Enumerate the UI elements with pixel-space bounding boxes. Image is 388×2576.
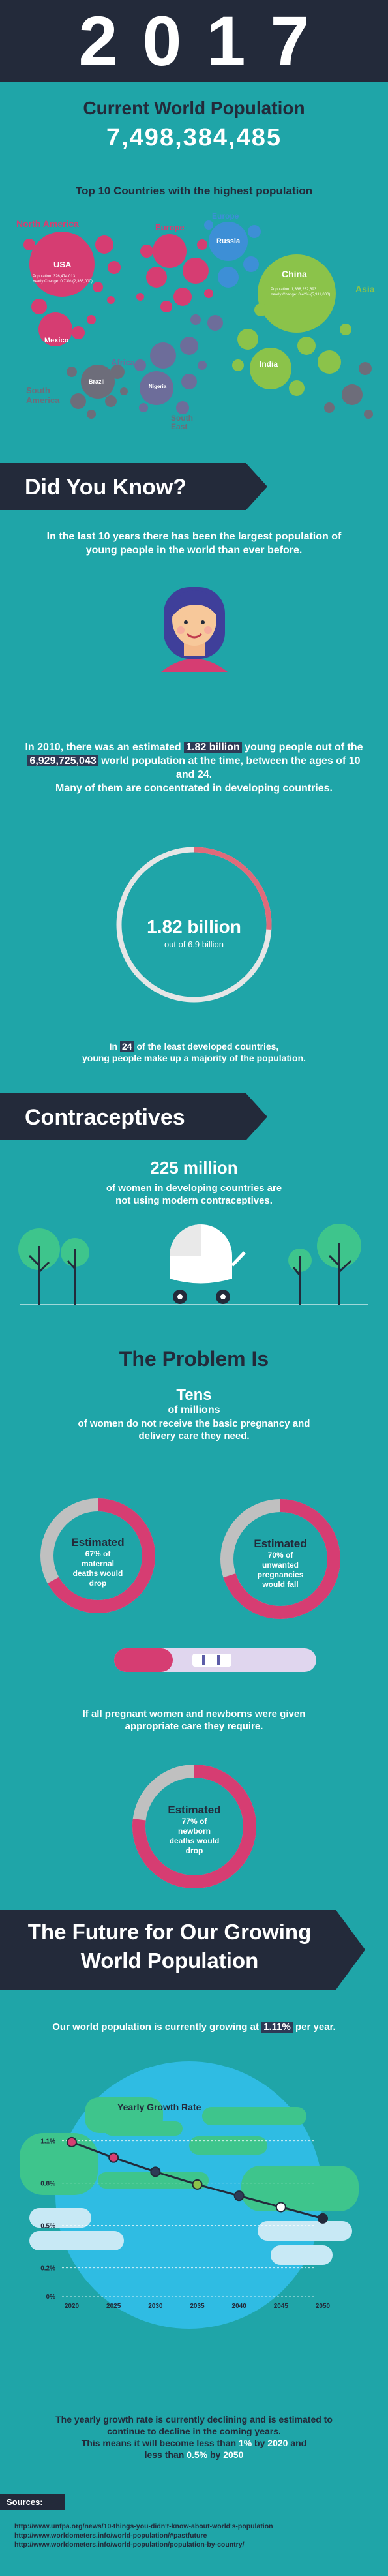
young-people-ring	[116, 847, 272, 1003]
data-point	[108, 2152, 119, 2163]
park-scene	[18, 1224, 368, 1305]
region-label-oceania-1: South	[171, 414, 193, 423]
south-america-cluster	[67, 365, 128, 419]
y-tick-label: 0.8%	[40, 2181, 55, 2188]
region-label-russia: Europe	[212, 211, 239, 220]
tree-icon	[18, 1228, 60, 1305]
y-tick-label: 0%	[46, 2294, 56, 2301]
north-america-cluster	[23, 232, 121, 346]
x-tick-label: 2035	[190, 2303, 205, 2310]
country-label-usa: USA	[53, 260, 72, 269]
region-label-south-america-1: South	[26, 386, 50, 395]
x-tick-label: 2025	[106, 2303, 121, 2310]
problem-big: Tens	[176, 1386, 212, 1404]
did-you-know-text2: In 2010, there was an estimated 1.82 bil…	[25, 742, 363, 794]
ring3-label: Estimated 77% of newborn deaths would dr…	[168, 1804, 221, 1855]
country-label-india: India	[260, 359, 278, 369]
source-link[interactable]: http://www.worldometers.info/world-popul…	[14, 2541, 245, 2549]
region-label-north-america: North America	[16, 219, 79, 229]
svg-text:Yearly Change: 0.73% (2,365,00: Yearly Change: 0.73% (2,365,000)	[33, 280, 93, 284]
asia-cluster	[232, 254, 351, 396]
growth-rate-chart: Yearly Growth Rate 1.1% 0.8% 0.5% 0.2% 0% 2020…	[20, 2061, 359, 2329]
sources-heading: Sources:	[0, 2494, 65, 2510]
y-tick-label: 1.1%	[40, 2138, 55, 2145]
y-tick-label: 0.5%	[40, 2223, 55, 2230]
data-point	[318, 2213, 328, 2224]
x-tick-label: 2040	[232, 2303, 247, 2310]
year-title: 2017	[78, 1, 335, 80]
contraceptives-value: 225 million	[150, 1158, 238, 1177]
problem-line1: of millions	[168, 1404, 220, 1416]
ring-value: 1.82 billion	[147, 917, 241, 937]
x-tick-label: 2050	[316, 2303, 331, 2310]
country-label-brazil: Brazil	[89, 378, 105, 385]
y-tick-label: 0.2%	[40, 2265, 55, 2273]
population-value: 7,498,384,485	[106, 124, 282, 151]
ring-subtext: out of 6.9 billion	[164, 939, 224, 949]
region-label-south-america-2: America	[26, 395, 60, 405]
contraceptives-banner: Contraceptives	[0, 1093, 267, 1140]
russia-cluster	[204, 220, 261, 288]
did-you-know-text3: In 24 of the least developed countries, y…	[82, 1041, 306, 1063]
sources-list: http://www.unfpa.org/news/10-things-you-…	[14, 2522, 273, 2549]
africa-cluster	[134, 314, 223, 414]
oceania-cluster	[324, 362, 373, 419]
region-label-europe: Europe	[155, 222, 185, 232]
data-point	[150, 2166, 161, 2177]
did-you-know-heading: Did You Know?	[25, 475, 187, 500]
tree-icon	[61, 1238, 89, 1305]
country-label-nigeria: Nigeria	[149, 384, 167, 389]
tree-icon	[288, 1249, 312, 1305]
country-label-russia: Russia	[216, 237, 241, 245]
top10-title: Top 10 Countries with the highest popula…	[75, 185, 313, 197]
maternal-deaths-ring	[40, 1498, 155, 1613]
region-label-africa: Africa	[111, 357, 136, 367]
chart-title: Yearly Growth Rate	[117, 2102, 201, 2112]
newborn-deaths-ring	[132, 1765, 256, 1888]
region-label-oceania-2: East	[171, 422, 187, 431]
pregnancy-test-illustration	[114, 1648, 316, 1672]
future-banner: The Future for Our Growing World Populat…	[0, 1910, 365, 1990]
future-text: Our world population is currently growin…	[52, 2022, 336, 2033]
young-woman-illustration	[161, 587, 228, 672]
europe-cluster	[136, 234, 213, 312]
source-link[interactable]: http://www.worldometers.info/world-popul…	[14, 2532, 207, 2539]
data-point	[233, 2190, 245, 2202]
land-shapes	[20, 2097, 359, 2265]
contraceptives-text: of women in developing countries are not…	[106, 1183, 282, 1206]
future-closing: The yearly growth rate is currently decl…	[55, 2414, 333, 2460]
data-point	[67, 2136, 77, 2147]
country-label-mexico: Mexico	[44, 337, 69, 344]
svg-text:Population: 326,474,013: Population: 326,474,013	[33, 275, 76, 279]
stroller-icon	[170, 1224, 246, 1304]
population-title: Current World Population	[83, 98, 305, 118]
data-point	[192, 2179, 203, 2190]
did-you-know-banner: Did You Know?	[0, 463, 267, 510]
svg-text:Population: 1,388,232,693: Population: 1,388,232,693	[271, 288, 317, 292]
source-link[interactable]: http://www.unfpa.org/news/10-things-you-…	[14, 2523, 273, 2530]
sources-section: Sources: http://www.unfpa.org/news/10-th…	[0, 2494, 388, 2576]
ring1-label: Estimated 67% of maternal deaths would d…	[71, 1536, 125, 1588]
x-tick-label: 2020	[65, 2303, 80, 2310]
region-label-asia: Asia	[355, 284, 375, 294]
country-label-china: China	[282, 269, 307, 279]
x-tick-label: 2045	[274, 2303, 289, 2310]
did-you-know-text1: In the last 10 years there has been the …	[46, 531, 342, 556]
unwanted-pregnancies-ring	[220, 1499, 340, 1619]
x-tick-label: 2030	[148, 2303, 163, 2310]
tree-icon	[317, 1224, 361, 1305]
data-point	[275, 2202, 286, 2213]
contraceptives-heading: Contraceptives	[25, 1105, 185, 1130]
problem-line2: of women do not receive the basic pregna…	[78, 1418, 310, 1442]
future-heading: The Future for Our Growing World Populat…	[27, 1920, 312, 1973]
problem-heading: The Problem Is	[119, 1347, 269, 1371]
ring2-label: Estimated 70% of unwanted pregnancies wo…	[254, 1538, 307, 1589]
header-bar: 2017	[0, 0, 388, 82]
svg-text:Yearly Change: 0.42% (5,911,00: Yearly Change: 0.42% (5,911,000)	[271, 293, 330, 297]
problem-text-after: If all pregnant women and newborns were …	[82, 1708, 306, 1732]
bubble-map: North America Europe Europe Asia Africa …	[16, 211, 375, 431]
